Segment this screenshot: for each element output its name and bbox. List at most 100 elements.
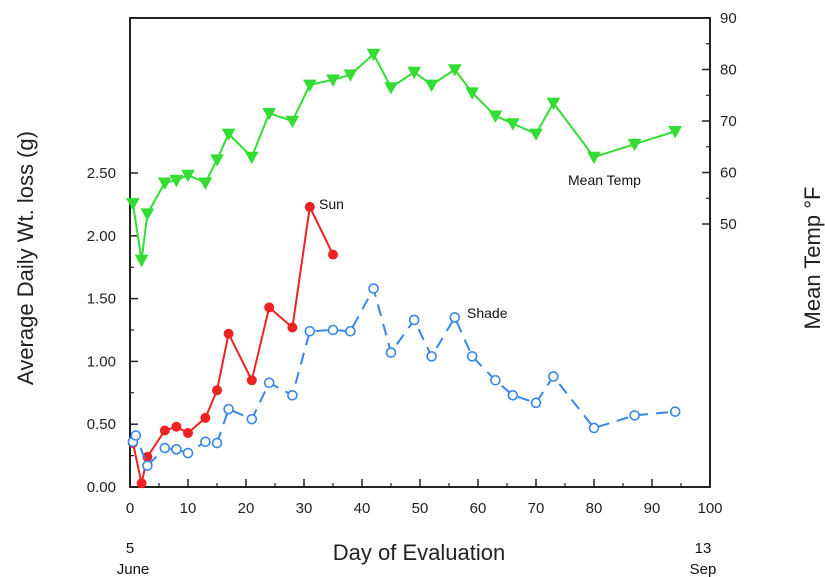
- right-y-axis-title: Mean Temp °F: [800, 187, 825, 330]
- data-point: [328, 249, 338, 260]
- x-tick-label: 70: [528, 500, 545, 517]
- data-point: [588, 422, 600, 434]
- data-point: [669, 406, 681, 417]
- data-point: [668, 126, 683, 139]
- data-point: [211, 437, 223, 449]
- data-point: [327, 324, 339, 336]
- x-tick-label: 0: [126, 500, 134, 517]
- series-layer: [126, 48, 683, 489]
- data-point: [223, 403, 234, 415]
- data-point: [244, 151, 259, 165]
- data-point: [304, 325, 316, 337]
- data-point: [302, 79, 317, 92]
- plot-frame: [129, 17, 711, 488]
- data-point: [285, 115, 300, 129]
- sun-label: Sun: [319, 196, 344, 212]
- x-tick-label: 60: [470, 500, 487, 517]
- series-shade: [127, 283, 681, 471]
- x-tick-label: 30: [296, 500, 313, 517]
- data-point: [505, 118, 520, 131]
- data-point: [287, 322, 298, 333]
- x-axis: 0 10 20 30 40 50 60 70 80 90 100: [126, 479, 723, 517]
- data-point: [262, 107, 277, 121]
- data-point: [200, 436, 211, 448]
- data-point: [171, 444, 182, 455]
- data-point: [159, 425, 170, 436]
- start-date-month: June: [117, 561, 150, 577]
- right-y-tick-label: 50: [720, 216, 737, 233]
- data-point: [548, 371, 559, 382]
- data-point: [345, 325, 356, 337]
- data-point: [366, 48, 381, 62]
- data-point: [407, 66, 422, 80]
- data-point: [140, 208, 155, 221]
- data-point: [142, 460, 153, 471]
- data-point: [134, 254, 149, 268]
- x-tick-label: 40: [354, 500, 371, 517]
- end-date-month: Sep: [690, 561, 717, 577]
- data-point: [546, 97, 561, 111]
- data-point: [171, 421, 182, 432]
- series-line: [131, 285, 676, 468]
- data-point: [488, 110, 503, 123]
- data-point: [587, 151, 601, 165]
- data-point: [465, 87, 480, 100]
- series-mean-temp: [126, 48, 683, 268]
- series-line: [131, 203, 334, 484]
- left-y-tick-label: 2.50: [87, 165, 116, 182]
- right-y-tick-label: 90: [720, 10, 737, 27]
- data-point: [126, 198, 140, 211]
- left-y-axis-title: Average Daily Wt. loss (g): [13, 131, 38, 385]
- data-point: [198, 177, 213, 190]
- x-tick-label: 90: [644, 500, 661, 517]
- left-y-tick-label: 1.50: [87, 291, 116, 308]
- x-tick-label: 100: [697, 500, 722, 517]
- left-y-tick-label: 0.50: [87, 416, 116, 433]
- data-point: [507, 390, 519, 401]
- data-point: [200, 412, 211, 423]
- left-y-tick-label: 0.00: [87, 479, 116, 496]
- data-point: [136, 478, 147, 489]
- shade-label: Shade: [467, 305, 508, 321]
- left-y-tick-label: 1.00: [87, 353, 116, 370]
- data-point: [183, 427, 193, 438]
- data-point: [246, 413, 258, 425]
- data-point: [385, 347, 397, 358]
- data-point: [181, 169, 195, 183]
- data-point: [384, 82, 398, 95]
- right-y-tick-label: 70: [720, 113, 737, 130]
- data-point: [246, 375, 257, 386]
- data-point: [368, 283, 379, 294]
- right-y-tick-label: 80: [720, 62, 737, 79]
- data-point: [343, 69, 358, 82]
- data-point: [263, 377, 275, 389]
- data-point: [530, 397, 542, 409]
- left-y-axis: 0.00 0.50 1.00 1.50 2.00 2.50: [87, 165, 138, 496]
- data-point: [424, 79, 439, 92]
- series-sun: [127, 201, 338, 489]
- data-point: [264, 302, 275, 313]
- data-point: [490, 374, 501, 386]
- data-point: [130, 430, 142, 441]
- x-tick-label: 50: [412, 500, 429, 517]
- data-point: [157, 177, 172, 190]
- data-point: [466, 351, 478, 362]
- data-point: [159, 442, 171, 454]
- x-tick-label: 10: [180, 500, 197, 517]
- data-point: [223, 328, 234, 339]
- data-point: [447, 64, 462, 77]
- data-point: [408, 314, 420, 326]
- start-date-day: 5: [126, 540, 134, 557]
- x-tick-label: 80: [586, 500, 603, 517]
- right-y-tick-label: 60: [720, 165, 737, 182]
- data-point: [326, 74, 340, 87]
- data-point: [210, 154, 224, 167]
- end-date-day: 13: [695, 540, 712, 557]
- left-y-tick-label: 2.00: [87, 228, 116, 245]
- data-point: [629, 410, 640, 421]
- data-point: [212, 385, 222, 396]
- data-point: [182, 447, 194, 459]
- mean-temp-label: Mean Temp: [568, 172, 641, 188]
- data-point: [449, 312, 461, 323]
